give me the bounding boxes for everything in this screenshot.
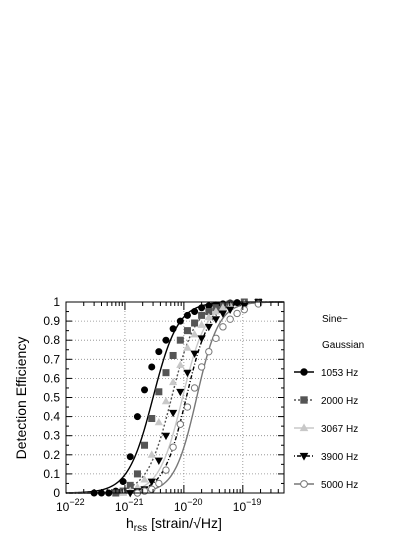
data-point-4	[212, 334, 220, 342]
data-point-2	[183, 343, 192, 351]
data-point-4	[226, 315, 234, 323]
data-point-4	[176, 420, 185, 428]
data-point-3	[147, 478, 156, 486]
data-point-0	[155, 348, 163, 356]
data-point-1	[155, 388, 163, 396]
data-point-4	[190, 384, 199, 392]
data-point-2	[176, 360, 185, 368]
data-point-0	[148, 363, 156, 371]
data-point-4	[233, 309, 241, 318]
legend-title-line1: Sine−	[322, 314, 348, 325]
data-point-3	[218, 310, 228, 318]
y-tick-label: 0.8	[43, 333, 60, 347]
legend-label-0: 1053 Hz	[321, 368, 358, 379]
x-axis-label-units: [strain/√Hz]	[151, 515, 222, 531]
data-point-4	[155, 479, 163, 488]
x-axis-label-sub: rss	[134, 523, 147, 534]
data-point-3	[126, 490, 135, 498]
data-point-3	[226, 306, 235, 315]
data-point-4	[148, 485, 156, 493]
data-point-1	[169, 351, 177, 359]
data-point-3	[154, 457, 163, 465]
data-point-2	[169, 377, 178, 386]
data-point-0	[176, 317, 184, 325]
y-tick-label: 0.3	[43, 429, 60, 443]
y-tick-label: 0.4	[43, 410, 60, 424]
y-tick-label: 0.7	[43, 352, 60, 366]
x-axis-label: hrss [strain/√Hz]	[126, 515, 222, 534]
y-axis-label: Detection Efficiency	[13, 337, 29, 460]
legend-label-1: 2000 Hz	[321, 396, 358, 407]
data-point-4	[205, 347, 213, 356]
x-tick-labels: 10−22 10−21 10−20 10−19	[56, 497, 261, 514]
data-point-0	[126, 453, 134, 461]
legend-marker-2	[299, 423, 309, 432]
data-point-1	[148, 415, 156, 423]
data-point-2	[197, 320, 206, 328]
data-point-1	[141, 441, 149, 449]
legend-label-3: 3900 Hz	[321, 452, 358, 463]
legend-marker-4	[300, 480, 308, 488]
data-point-2	[204, 312, 213, 321]
data-point-3	[197, 335, 206, 343]
legend-marker-1	[300, 396, 308, 404]
data-point-2	[154, 417, 163, 426]
data-point-1	[176, 336, 184, 344]
y-tick-label: 0.5	[43, 391, 60, 405]
legend: Sine− Gaussian 1053 Hz 2000 Hz 3067 Hz 3900…	[294, 314, 364, 491]
y-tick-label: 0	[53, 486, 60, 500]
data-point-2	[161, 396, 171, 405]
data-point-2	[140, 475, 149, 483]
data-point-4	[169, 443, 177, 451]
x-tick-label: 10−22	[56, 497, 85, 514]
legend-label-4: 5000 Hz	[321, 480, 358, 491]
data-point-2	[147, 450, 156, 458]
data-point-0	[183, 311, 191, 319]
data-point-3	[211, 316, 221, 324]
data-point-3	[161, 432, 171, 441]
data-point-1	[183, 327, 191, 335]
data-point-1	[133, 470, 141, 478]
y-tick-labels: 0 0.1 0.2 0.3 0.4 0.5 0.6 0.7 0.8 0.9 1	[43, 295, 60, 500]
data-point-4	[240, 305, 248, 314]
x-tick-label: 10−19	[233, 497, 262, 514]
axis-ticks	[65, 301, 284, 494]
data-point-1	[162, 369, 170, 377]
data-point-4	[162, 466, 170, 474]
data-point-2	[211, 307, 221, 315]
data-point-1	[191, 319, 199, 327]
x-tick-label: 10−20	[174, 497, 203, 514]
data-point-4	[183, 403, 192, 411]
data-point-3	[204, 323, 213, 332]
data-point-0	[162, 336, 170, 344]
data-point-0	[119, 478, 127, 486]
y-tick-label: 1	[53, 295, 60, 309]
y-tick-label: 0.1	[43, 467, 60, 481]
legend-marker-3	[299, 452, 309, 461]
x-tick-label: 10−21	[115, 497, 144, 514]
x-axis-label-main: h	[126, 515, 134, 531]
legend-title-line2: Gaussian	[322, 340, 364, 351]
grid-lines	[66, 302, 284, 493]
data-point-4	[197, 363, 206, 371]
data-point-3	[183, 369, 192, 378]
y-tick-label: 0.6	[43, 371, 60, 385]
data-point-3	[190, 350, 199, 358]
data-point-0	[169, 325, 177, 333]
y-tick-label: 0.9	[43, 314, 60, 328]
legend-label-2: 3067 Hz	[321, 424, 358, 435]
legend-marker-0	[300, 368, 308, 376]
data-point-0	[191, 308, 199, 316]
data-point-2	[218, 303, 228, 311]
data-point-1	[198, 311, 206, 319]
data-point-3	[176, 388, 185, 397]
data-point-2	[190, 330, 199, 338]
data-point-0	[141, 386, 149, 394]
data-point-3	[169, 409, 178, 418]
data-point-4	[219, 323, 227, 331]
y-tick-label: 0.2	[43, 448, 60, 462]
data-point-0	[133, 413, 141, 421]
